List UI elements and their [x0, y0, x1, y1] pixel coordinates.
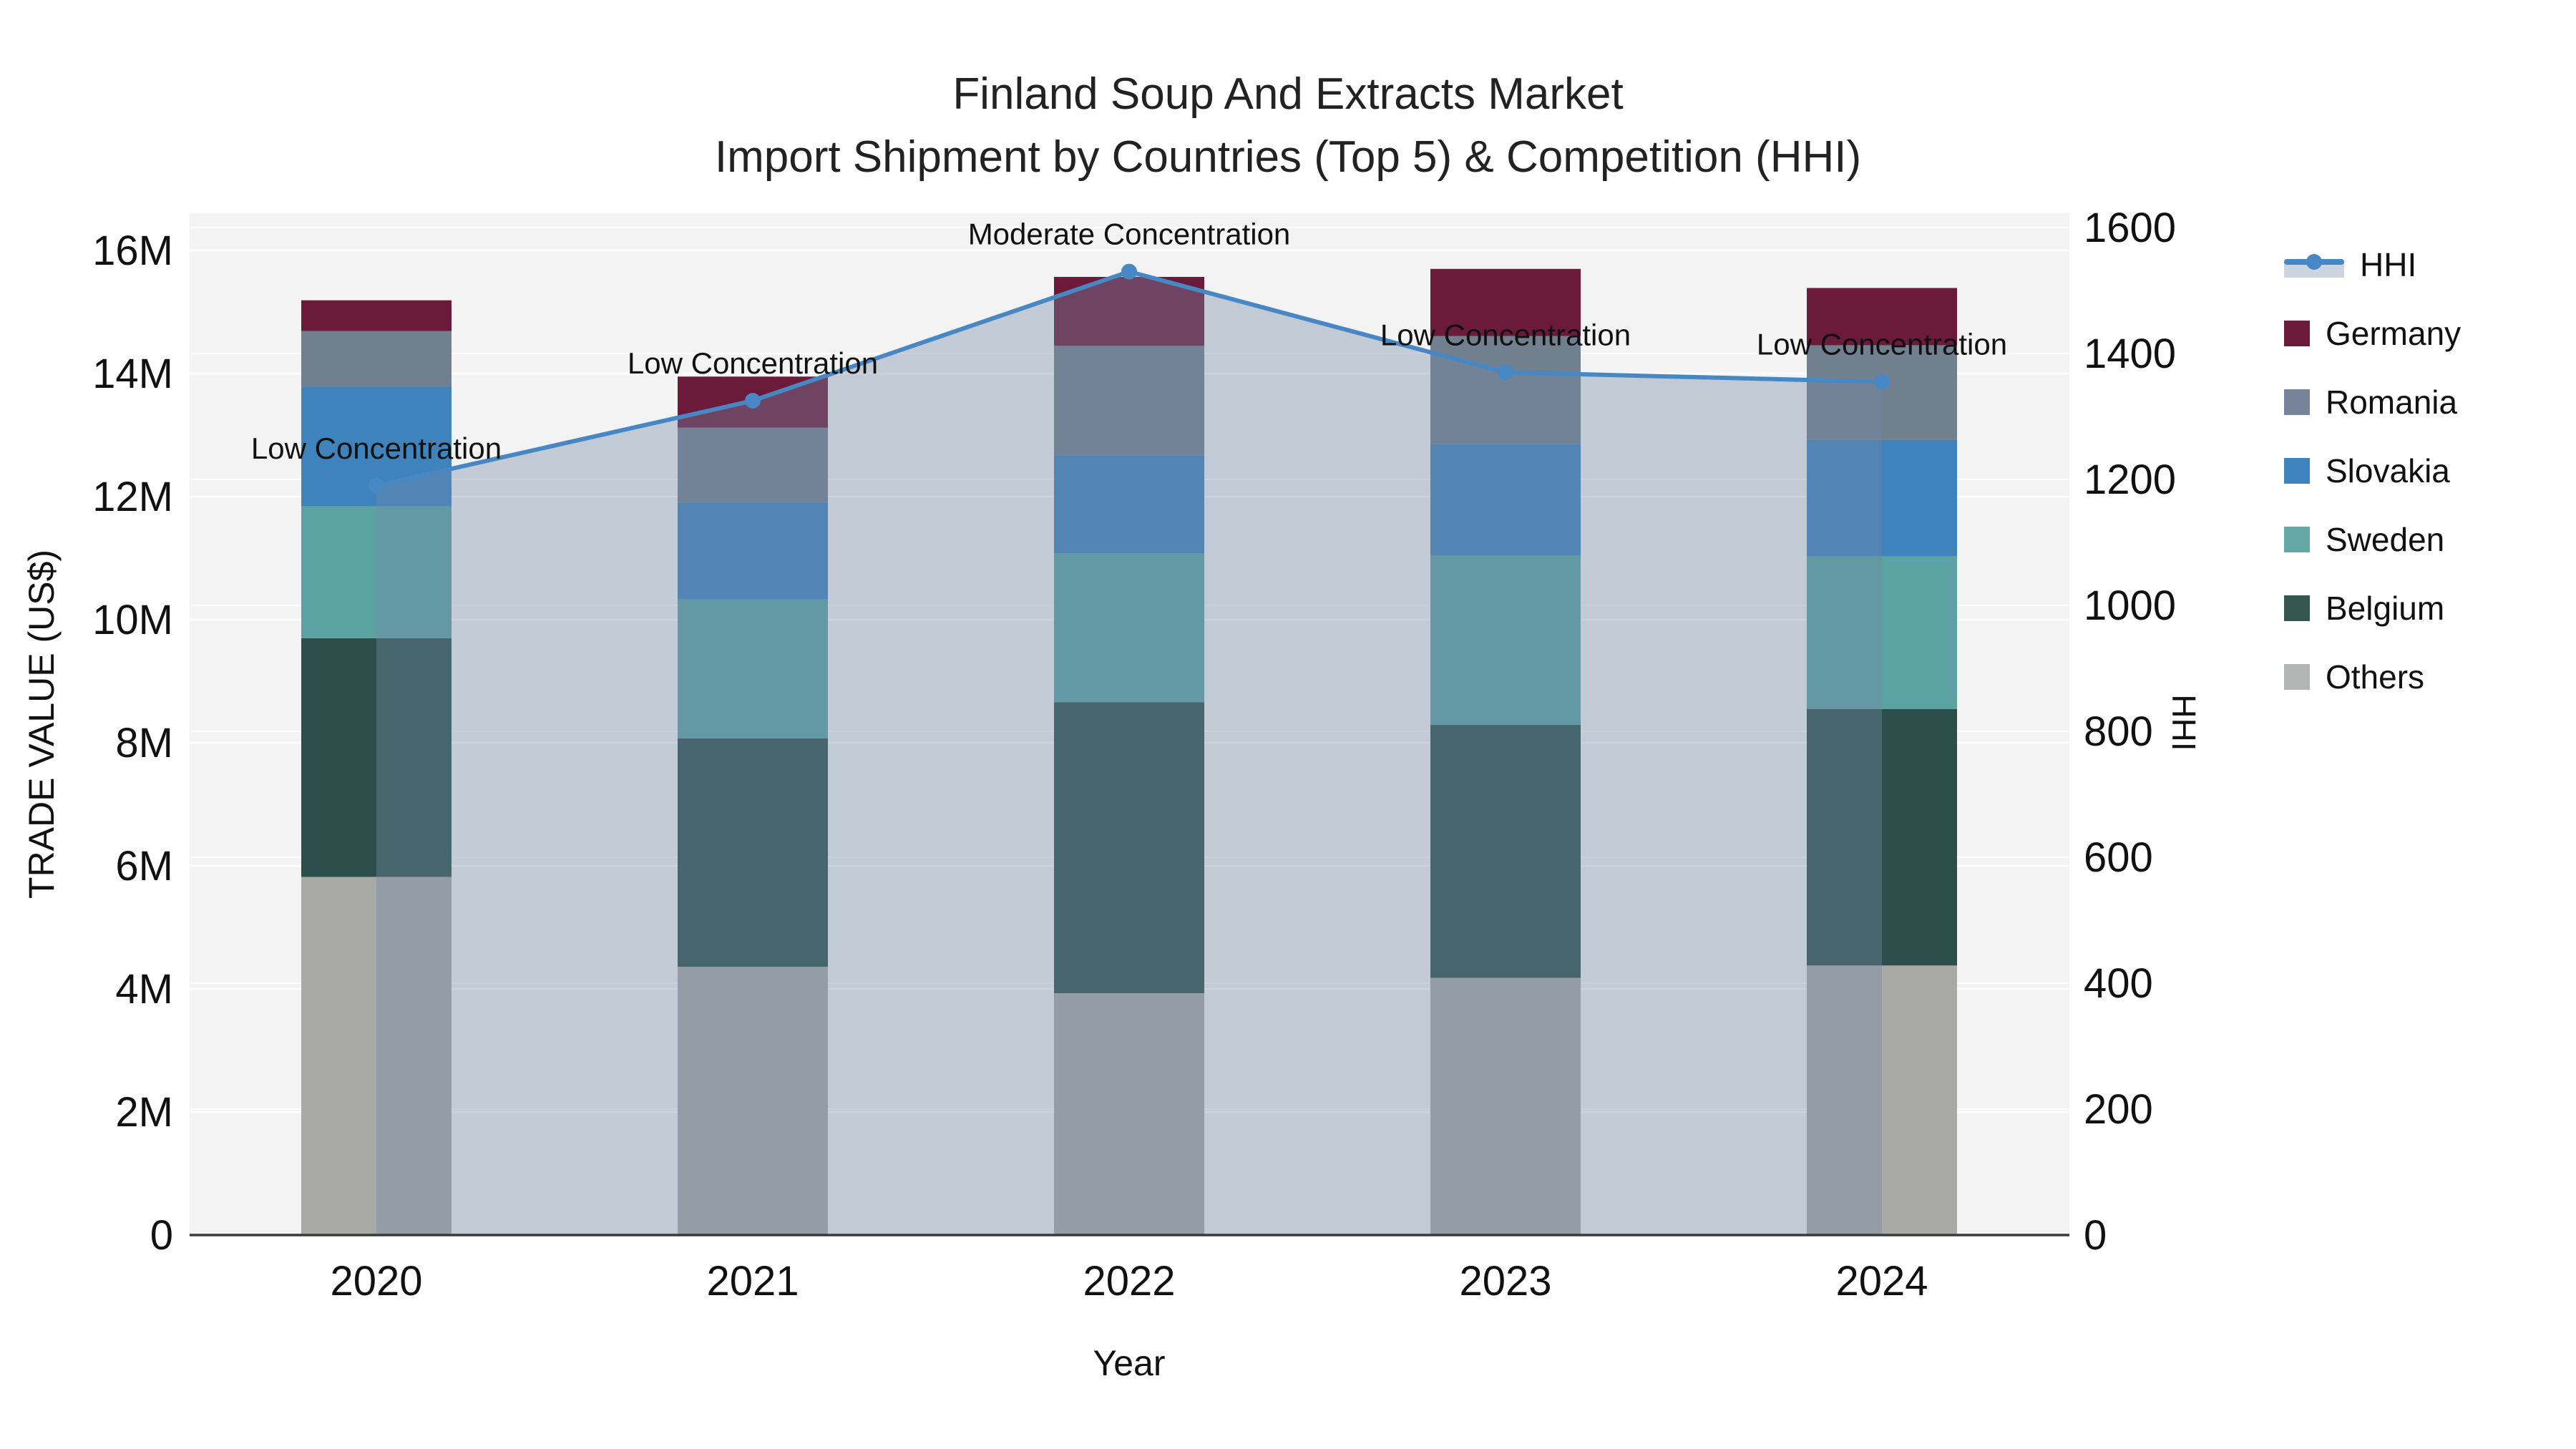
bar-segment-belgium-2020[interactable]: [301, 638, 452, 877]
y2-tick-1000: 1000: [2084, 582, 2176, 629]
bar-segment-romania-2021[interactable]: [678, 427, 828, 503]
y-tick-14M: 14M: [92, 351, 173, 397]
bar-segment-sweden-2021[interactable]: [678, 599, 828, 738]
hhi-marker-2024[interactable]: [1874, 374, 1890, 390]
y-tick-0: 0: [150, 1212, 173, 1259]
x-tick-2024: 2024: [1835, 1258, 1928, 1304]
bar-segment-germany-2023[interactable]: [1430, 268, 1581, 336]
y-axis-title: TRADE VALUE (US$): [21, 549, 62, 899]
bar-segment-belgium-2021[interactable]: [678, 738, 828, 967]
x-tick-2022: 2022: [1083, 1258, 1175, 1304]
bar-segment-others-2023[interactable]: [1430, 977, 1581, 1235]
legend-item-sweden[interactable]: Sweden: [2284, 505, 2461, 574]
legend-label-hhi: HHI: [2360, 246, 2417, 283]
legend-swatch-germany: [2284, 321, 2310, 346]
bar-segment-belgium-2022[interactable]: [1054, 702, 1204, 994]
bar-segment-slovakia-2024[interactable]: [1807, 439, 1957, 557]
y-tick-16M: 16M: [92, 228, 173, 274]
bar-segment-others-2020[interactable]: [301, 877, 452, 1235]
bar-segment-slovakia-2021[interactable]: [678, 502, 828, 600]
legend-swatch-slovakia: [2284, 458, 2310, 484]
bar-segment-others-2024[interactable]: [1807, 965, 1957, 1235]
legend-label-germany: Germany: [2326, 315, 2462, 352]
bar-segment-slovakia-2022[interactable]: [1054, 455, 1204, 554]
legend-item-slovakia[interactable]: Slovakia: [2284, 436, 2461, 505]
legend-label-romania: Romania: [2326, 384, 2458, 421]
annotation-2024: Low Concentration: [1757, 328, 2007, 361]
legend-label-others: Others: [2326, 658, 2425, 696]
bar-segment-germany-2024[interactable]: [1807, 288, 1957, 346]
y2-tick-400: 400: [2084, 960, 2153, 1007]
annotation-2022: Moderate Concentration: [968, 218, 1291, 251]
legend-item-romania[interactable]: Romania: [2284, 368, 2461, 436]
hhi-marker-2020[interactable]: [369, 477, 384, 494]
bar-segment-romania-2022[interactable]: [1054, 346, 1204, 456]
legend-item-others[interactable]: Others: [2284, 643, 2461, 711]
y2-tick-800: 800: [2084, 708, 2153, 755]
y2-tick-0: 0: [2084, 1212, 2107, 1259]
legend-label-sweden: Sweden: [2326, 521, 2445, 558]
legend-item-belgium[interactable]: Belgium: [2284, 574, 2461, 643]
bar-segment-sweden-2020[interactable]: [301, 506, 452, 638]
legend-swatch-others: [2284, 664, 2310, 690]
y-tick-4M: 4M: [115, 966, 173, 1013]
annotation-2020: Low Concentration: [251, 431, 502, 465]
hhi-line-icon-band: [2284, 262, 2344, 278]
y2-tick-1600: 1600: [2084, 205, 2176, 251]
chart-title-line2: Import Shipment by Countries (Top 5) & C…: [714, 132, 1862, 182]
bar-segment-slovakia-2023[interactable]: [1430, 444, 1581, 556]
chart-title-line1: Finland Soup And Extracts Market: [952, 69, 1624, 119]
annotation-2021: Low Concentration: [628, 346, 878, 380]
y-tick-10M: 10M: [92, 597, 173, 643]
annotation-2023: Low Concentration: [1380, 318, 1631, 351]
y-tick-8M: 8M: [115, 720, 173, 766]
legend-item-hhi[interactable]: HHI: [2284, 230, 2461, 299]
y2-tick-200: 200: [2084, 1086, 2153, 1133]
legend-label-belgium: Belgium: [2326, 590, 2445, 627]
y2-axis-title: HHI: [2165, 694, 2202, 751]
y-tick-12M: 12M: [92, 474, 173, 520]
bar-segment-sweden-2024[interactable]: [1807, 556, 1957, 709]
bar-segment-romania-2024[interactable]: [1807, 345, 1957, 440]
bar-segment-belgium-2024[interactable]: [1807, 708, 1957, 966]
legend-swatch-belgium: [2284, 595, 2310, 621]
hhi-marker-2023[interactable]: [1498, 364, 1513, 381]
bar-segment-sweden-2023[interactable]: [1430, 555, 1581, 726]
hhi-area-fill: [376, 271, 1882, 1236]
bar-segment-sweden-2022[interactable]: [1054, 553, 1204, 703]
y2-tick-1400: 1400: [2084, 331, 2176, 377]
bar-segment-others-2022[interactable]: [1054, 993, 1204, 1235]
x-tick-2023: 2023: [1459, 1258, 1551, 1304]
y-tick-6M: 6M: [115, 843, 173, 889]
bar-segment-others-2021[interactable]: [678, 967, 828, 1235]
hhi-line-icon: [2284, 249, 2344, 280]
bar-segment-belgium-2023[interactable]: [1430, 725, 1581, 978]
bar-segment-germany-2020[interactable]: [301, 300, 452, 331]
hhi-marker-2021[interactable]: [745, 393, 761, 409]
y-tick-2M: 2M: [115, 1089, 173, 1136]
hhi-line-icon-dot: [2306, 254, 2322, 270]
y2-tick-1200: 1200: [2084, 457, 2176, 503]
hhi-marker-2022[interactable]: [1121, 263, 1137, 280]
legend: HHI Germany Romania Slovakia Sweden Belgium Ot…: [2284, 230, 2461, 711]
x-axis-title: Year: [1093, 1343, 1166, 1383]
legend-item-germany[interactable]: Germany: [2284, 299, 2461, 368]
legend-swatch-sweden: [2284, 527, 2310, 552]
x-tick-2021: 2021: [706, 1258, 799, 1304]
legend-label-slovakia: Slovakia: [2326, 452, 2450, 489]
x-tick-2020: 2020: [330, 1258, 422, 1304]
bar-segment-romania-2020[interactable]: [301, 331, 452, 387]
bar-segment-romania-2023[interactable]: [1430, 336, 1581, 444]
legend-swatch-romania: [2284, 389, 2310, 415]
y2-tick-600: 600: [2084, 834, 2153, 881]
